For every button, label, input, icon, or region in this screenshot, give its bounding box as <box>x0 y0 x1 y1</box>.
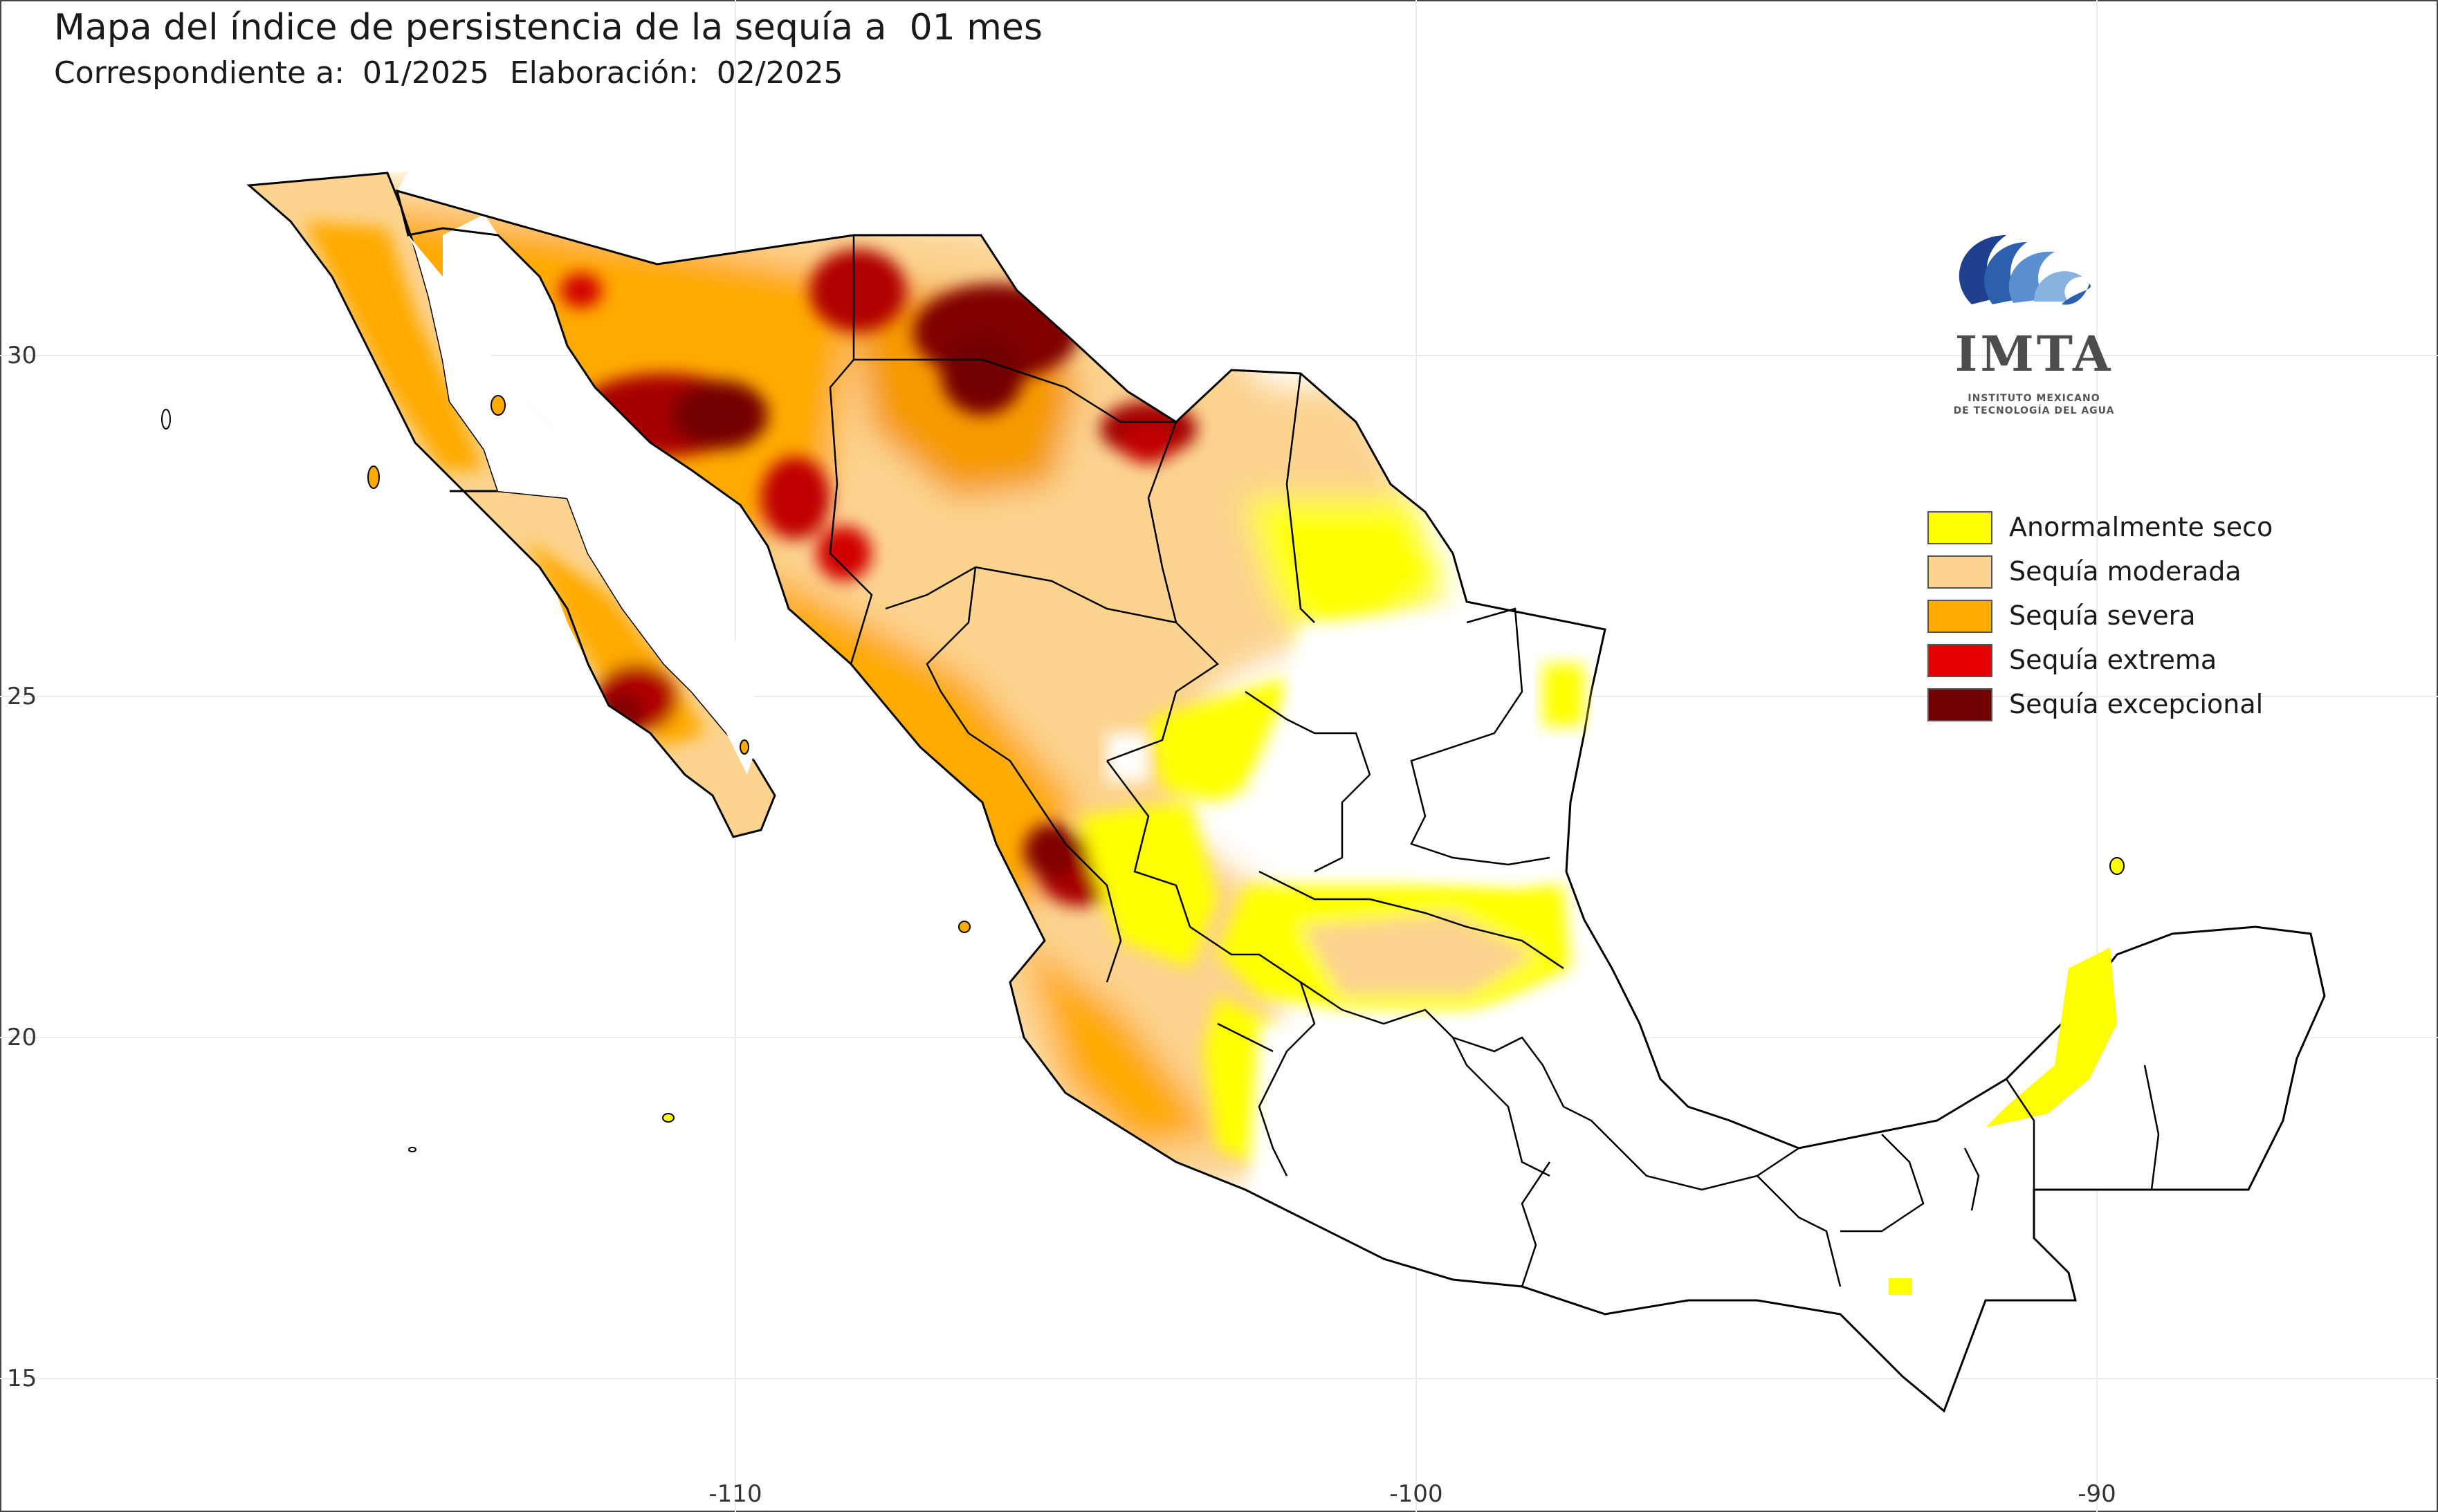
x-tick-label: -100 <box>1389 1480 1443 1508</box>
imta-logo: IMTA INSTITUTO MEXICANO DE TECNOLOGÍA DE… <box>1923 221 2145 422</box>
y-tick-label: 20 <box>7 1024 37 1051</box>
legend-label: Sequía extrema <box>2009 645 2217 675</box>
yucatan-yellow <box>1986 948 2117 1127</box>
map-subtitle: Correspondiente a: 01/2025 Elaboración: 02/… <box>54 53 861 94</box>
legend-swatch <box>1927 511 1992 544</box>
gulf-of-california <box>408 235 761 775</box>
legend-label: Sequía moderada <box>2009 556 2242 587</box>
islands <box>161 395 2125 1152</box>
legend-item: Sequía extrema <box>1923 641 2283 685</box>
legend-item: Anormalmente seco <box>1923 508 2283 553</box>
veracruz-yellow <box>1543 664 1584 726</box>
legend-swatch <box>1927 600 1992 633</box>
legend-item: Sequía excepcional <box>1923 685 2283 730</box>
y-tick-label: 25 <box>7 683 37 710</box>
legend-label: Anormalmente seco <box>2009 512 2273 542</box>
legend-swatch <box>1927 555 1992 589</box>
legend-label: Sequía excepcional <box>2009 689 2264 719</box>
legend-swatch <box>1927 688 1992 721</box>
logo-line1: INSTITUTO MEXICANO <box>1968 393 2100 404</box>
corresponding-label: Correspondiente a: <box>54 55 345 91</box>
corresponding-value: 01/2025 <box>363 55 489 91</box>
imta-wave-logo-icon <box>1959 235 2091 305</box>
logo-line2: DE TECNOLOGÍA DEL AGUA <box>1953 405 2115 416</box>
legend-swatch <box>1927 644 1992 677</box>
legend-item: Sequía severa <box>1923 597 2283 641</box>
mainland-outline <box>395 189 2326 1413</box>
logo-name: IMTA <box>1954 325 2114 382</box>
elaboration-label: Elaboración: <box>509 55 699 91</box>
legend-label: Sequía severa <box>2009 600 2196 631</box>
y-tick-label: 30 <box>7 342 37 369</box>
x-tick-label: -110 <box>708 1480 762 1508</box>
legend-item: Sequía moderada <box>1923 553 2283 597</box>
elaboration-value: 02/2025 <box>716 55 843 91</box>
y-tick-label: 15 <box>7 1365 37 1392</box>
x-tick-label: -90 <box>2078 1480 2116 1508</box>
state-borders <box>829 235 2160 1287</box>
chiapas-yellow <box>1889 1278 1912 1295</box>
legend: Anormalmente seco Sequía moderada Sequía… <box>1923 508 2283 730</box>
map-title: Mapa del índice de persistencia de la se… <box>54 7 1043 48</box>
